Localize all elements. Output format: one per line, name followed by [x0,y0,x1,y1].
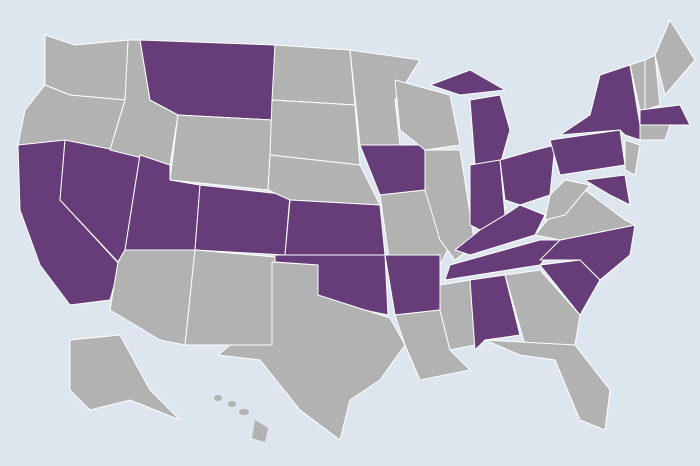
state [644,54,661,111]
state [544,179,591,221]
state [639,104,691,126]
hawaii [214,395,268,442]
island [214,395,222,401]
state [469,274,521,351]
state [624,139,641,176]
island [228,401,236,407]
state [584,174,631,206]
state [439,279,476,351]
island [239,409,249,415]
state [454,204,546,256]
state [484,339,611,431]
state [639,124,671,141]
state [284,199,386,256]
state [504,269,581,346]
state [429,69,506,96]
state [654,19,696,96]
state [169,114,273,191]
state [469,94,511,166]
island [252,420,268,442]
state [69,334,181,421]
state [384,254,441,316]
state [184,249,276,346]
state [394,79,461,151]
states [17,19,696,442]
state [271,44,356,106]
state [194,184,291,256]
state [217,261,406,441]
state [269,99,361,166]
state [349,49,421,146]
state [424,149,476,261]
